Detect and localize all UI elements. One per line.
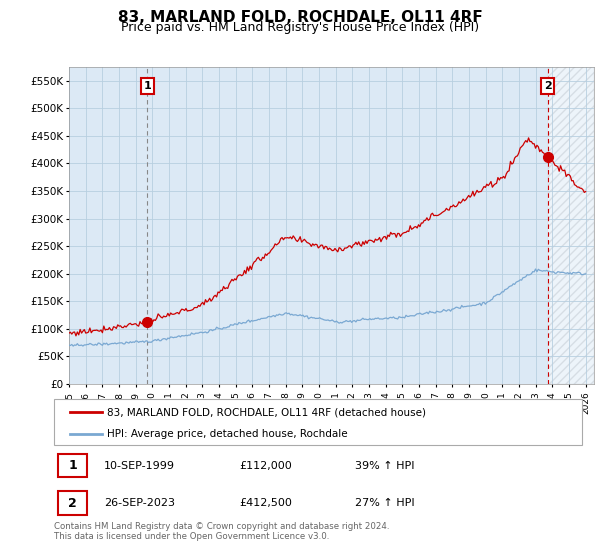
Bar bbox=[548, 67, 594, 384]
Text: 2: 2 bbox=[68, 497, 77, 510]
Text: 27% ↑ HPI: 27% ↑ HPI bbox=[355, 498, 415, 508]
Text: Price paid vs. HM Land Registry's House Price Index (HPI): Price paid vs. HM Land Registry's House … bbox=[121, 21, 479, 34]
Text: 39% ↑ HPI: 39% ↑ HPI bbox=[355, 460, 415, 470]
Bar bbox=[548, 67, 594, 384]
Bar bbox=[58, 492, 87, 515]
Text: 1: 1 bbox=[68, 459, 77, 472]
Text: £112,000: £112,000 bbox=[239, 460, 292, 470]
Text: 83, MARLAND FOLD, ROCHDALE, OL11 4RF (detached house): 83, MARLAND FOLD, ROCHDALE, OL11 4RF (de… bbox=[107, 407, 426, 417]
Text: 26-SEP-2023: 26-SEP-2023 bbox=[104, 498, 175, 508]
Text: 83, MARLAND FOLD, ROCHDALE, OL11 4RF: 83, MARLAND FOLD, ROCHDALE, OL11 4RF bbox=[118, 10, 482, 25]
Text: 10-SEP-1999: 10-SEP-1999 bbox=[104, 460, 175, 470]
Bar bbox=[58, 454, 87, 477]
Text: 1: 1 bbox=[143, 81, 151, 91]
Text: £412,500: £412,500 bbox=[239, 498, 292, 508]
Text: Contains HM Land Registry data © Crown copyright and database right 2024.
This d: Contains HM Land Registry data © Crown c… bbox=[54, 522, 389, 542]
Text: HPI: Average price, detached house, Rochdale: HPI: Average price, detached house, Roch… bbox=[107, 429, 347, 438]
Text: 2: 2 bbox=[544, 81, 552, 91]
